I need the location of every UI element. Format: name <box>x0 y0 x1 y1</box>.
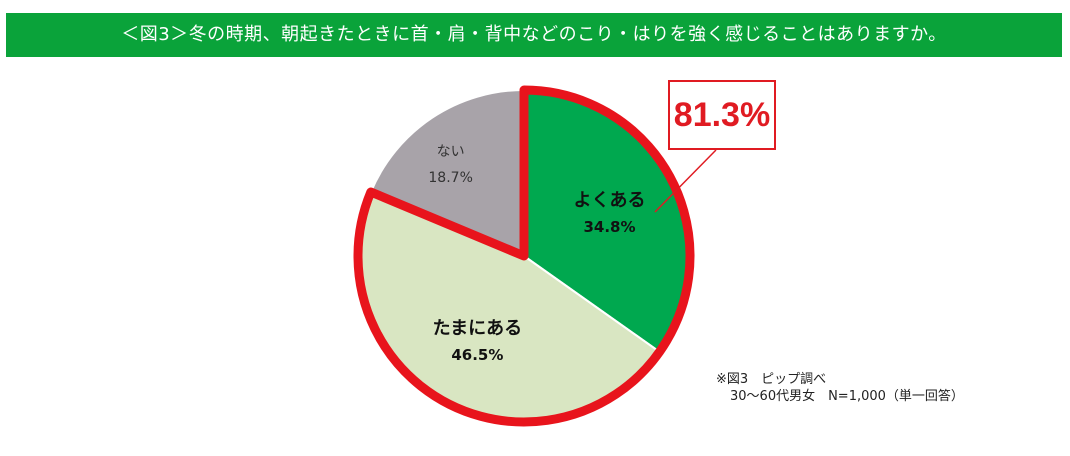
highlight-outline <box>353 85 695 427</box>
slice-percent-label: 34.8% <box>583 218 635 236</box>
source-note-line2: 30〜60代男女 N=1,000（単一回答） <box>730 389 964 404</box>
slice-percent-label: 18.7% <box>428 170 472 186</box>
source-note: ※図3 ピップ調べ 30〜60代男女 N=1,000（単一回答） <box>716 371 964 405</box>
source-note-line1: ※図3 ピップ調べ <box>716 372 827 387</box>
slice-percent-label: 46.5% <box>451 346 503 364</box>
pie-slices <box>357 88 691 423</box>
slice-category-label: よくある <box>574 190 646 211</box>
chart-title-banner: ＜図3＞冬の時期、朝起きたときに首・肩・背中などのこり・はりを強く感じることはあ… <box>6 13 1062 57</box>
pie-slice <box>369 88 525 258</box>
callout-total-label: 81.3% <box>668 80 776 150</box>
pie-labels: よくある 34.8% たまにある 46.5% ない 18.7% <box>428 144 645 364</box>
slice-category-label: ない <box>437 144 465 160</box>
slice-category-label: たまにある <box>433 318 522 339</box>
callout-leader-line <box>654 149 717 213</box>
